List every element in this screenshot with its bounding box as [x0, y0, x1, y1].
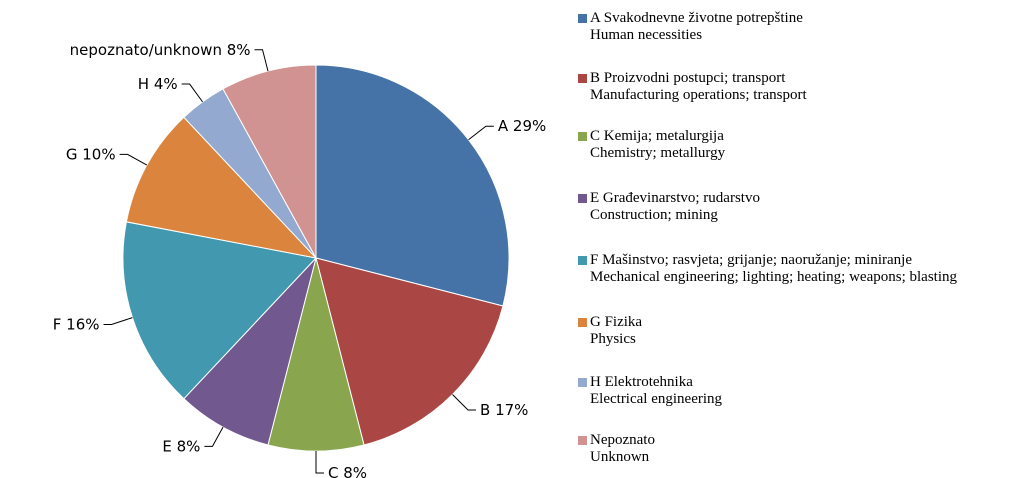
legend-swatch: [578, 74, 587, 83]
legend-name: H Elektrotehnika: [590, 374, 693, 390]
legend-swatch: [578, 14, 587, 23]
legend-translation: Chemistry; metallurgy: [590, 145, 726, 161]
legend-item: C Kemija; metalurgija Chemistry; metallur…: [578, 128, 1028, 162]
pie-slice: [267, 257, 365, 452]
legend-translation: Human necessities: [590, 27, 703, 43]
slice-label: F 16%: [53, 315, 100, 333]
slice-value: 8%: [177, 437, 201, 455]
pie-slice: [122, 221, 317, 400]
legend-name: C Kemija; metalurgija: [590, 128, 724, 144]
legend-item: E Građevinarstvo; rudarstvo Construction;…: [578, 190, 1028, 224]
legend-translation: Unknown: [590, 449, 650, 465]
slice-value: 4%: [154, 75, 178, 93]
chart: A 29%B 17%C 8%E 8%F 16%G 10%H 4%nepoznat…: [53, 40, 547, 478]
pie-slice: [315, 64, 510, 307]
legend-item: A Svakodnevne životne potrepštine Human n…: [578, 10, 1028, 44]
legend-item: H Elektrotehnika Electrical engineering: [578, 374, 1028, 408]
slice-category: B: [480, 401, 490, 419]
pie-slice: [222, 64, 317, 259]
slice-value: 29%: [513, 117, 546, 135]
slice-label: H 4%: [138, 75, 178, 93]
slice-value: 17%: [495, 401, 528, 419]
leader-line: [204, 426, 224, 447]
slice-value: 8%: [227, 40, 251, 58]
slice-category: E: [162, 437, 171, 455]
slice-value: 16%: [66, 315, 99, 333]
legend-translation: Electrical engineering: [590, 391, 723, 407]
slice-category: G: [66, 145, 78, 163]
legend-swatch: [578, 256, 587, 265]
slice-category: C: [328, 464, 338, 478]
leader-line: [452, 394, 477, 411]
legend-name: E Građevinarstvo; rudarstvo: [590, 190, 760, 206]
pie-slice: [125, 116, 318, 259]
legend-item: G Fizika Physics: [578, 314, 1028, 348]
slice-label: C 8%: [328, 464, 367, 478]
leader-line: [181, 83, 203, 103]
legend-name: Nepoznato: [590, 432, 655, 448]
slice-category: H: [138, 75, 149, 93]
slice-category: A: [498, 117, 509, 135]
legend-name: G Fizika: [590, 314, 643, 330]
slice-label: B 17%: [480, 401, 528, 419]
legend-item: F Mašinstvo; rasvjeta; grijanje; naoruža…: [578, 252, 1028, 286]
leader-line: [119, 153, 148, 166]
slice-value: 8%: [343, 464, 367, 478]
legend-swatch: [578, 132, 587, 141]
pie-slice: [183, 257, 317, 446]
legend-translation: Manufacturing operations; transport: [590, 87, 807, 103]
slice-label: nepoznato/unknown 8%: [70, 40, 251, 58]
legend-translation: Mechanical engineering; lighting; heatin…: [590, 269, 957, 285]
slice-category: F: [53, 315, 62, 333]
legend-translation: Physics: [590, 331, 636, 347]
legend-translation: Construction; mining: [590, 207, 718, 223]
legend-swatch: [578, 318, 587, 327]
slice-label: E 8%: [162, 437, 200, 455]
legend-swatch: [578, 194, 587, 203]
leader-line: [468, 125, 494, 141]
slice-category: nepoznato/unknown: [70, 40, 222, 58]
slice-label: G 10%: [66, 145, 116, 163]
legend-swatch: [578, 378, 587, 387]
slice-value: 10%: [82, 145, 115, 163]
leader-line: [315, 451, 324, 474]
leader-line: [103, 317, 133, 325]
slice-label: A 29%: [498, 117, 546, 135]
legend-swatch: [578, 436, 587, 445]
leader-line: [254, 49, 269, 72]
legend-item: Nepoznato Unknown: [578, 432, 1028, 466]
legend-name: A Svakodnevne životne potrepštine: [590, 10, 803, 26]
legend-item: B Proizvodni postupci; transport Manufact…: [578, 70, 1028, 104]
legend-name: F Mašinstvo; rasvjeta; grijanje; naoruža…: [590, 252, 912, 268]
legend-name: B Proizvodni postupci; transport: [590, 70, 786, 86]
